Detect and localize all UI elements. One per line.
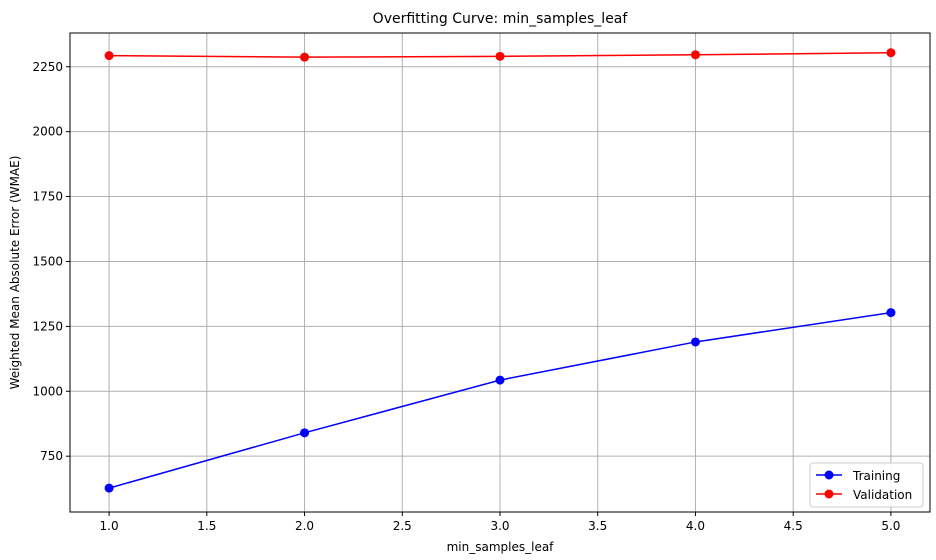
legend-box: [809, 462, 924, 508]
x-tick-label: 1.5: [197, 519, 216, 533]
x-tick-label: 5.0: [881, 519, 900, 533]
x-axis-label: min_samples_leaf: [447, 540, 555, 554]
x-tick-label: 3.5: [588, 519, 607, 533]
y-tick-label: 1750: [32, 190, 63, 204]
legend-validation-label: Validation: [853, 488, 912, 502]
y-tick-label: 2250: [32, 60, 63, 74]
data-point-training: [690, 337, 700, 347]
x-axis: 1.0 1.5 2.0 2.5 3.0 3.5 4.0 4.5 5.0: [100, 512, 900, 533]
data-point-training: [104, 483, 114, 493]
x-tick-label: 4.0: [686, 519, 705, 533]
y-tick-label: 1000: [32, 384, 63, 398]
x-tick-label: 4.5: [784, 519, 803, 533]
series-layer: [104, 48, 896, 493]
data-point-validation: [300, 52, 310, 62]
x-tick-label: 2.5: [393, 519, 412, 533]
data-point-validation: [495, 51, 505, 61]
grid-lines: [70, 33, 930, 512]
data-point-validation: [886, 48, 896, 58]
x-tick-label: 2.0: [295, 519, 314, 533]
y-tick-label: 2000: [32, 125, 63, 139]
x-tick-label: 1.0: [100, 519, 119, 533]
data-point-validation: [104, 51, 114, 61]
data-point-training: [886, 308, 896, 318]
y-tick-label: 750: [40, 449, 63, 463]
legend-training-label: Training: [852, 469, 900, 483]
data-point-training: [495, 375, 505, 385]
y-axis: 750 1000 1250 1500 1750 2000 2250: [32, 60, 70, 463]
x-tick-label: 3.0: [490, 519, 509, 533]
plot-frame: [69, 32, 931, 513]
y-tick-label: 1250: [32, 319, 63, 333]
legend-validation-marker: [824, 489, 834, 499]
legend-training-marker: [824, 470, 834, 480]
data-point-training: [300, 428, 310, 438]
chart-title: Overfitting Curve: min_samples_leaf: [373, 11, 629, 27]
legend: Training Validation: [809, 462, 924, 508]
y-tick-label: 1500: [32, 254, 63, 268]
data-point-validation: [690, 50, 700, 60]
y-axis-label: Weighted Mean Absolute Error (WMAE): [8, 156, 22, 390]
